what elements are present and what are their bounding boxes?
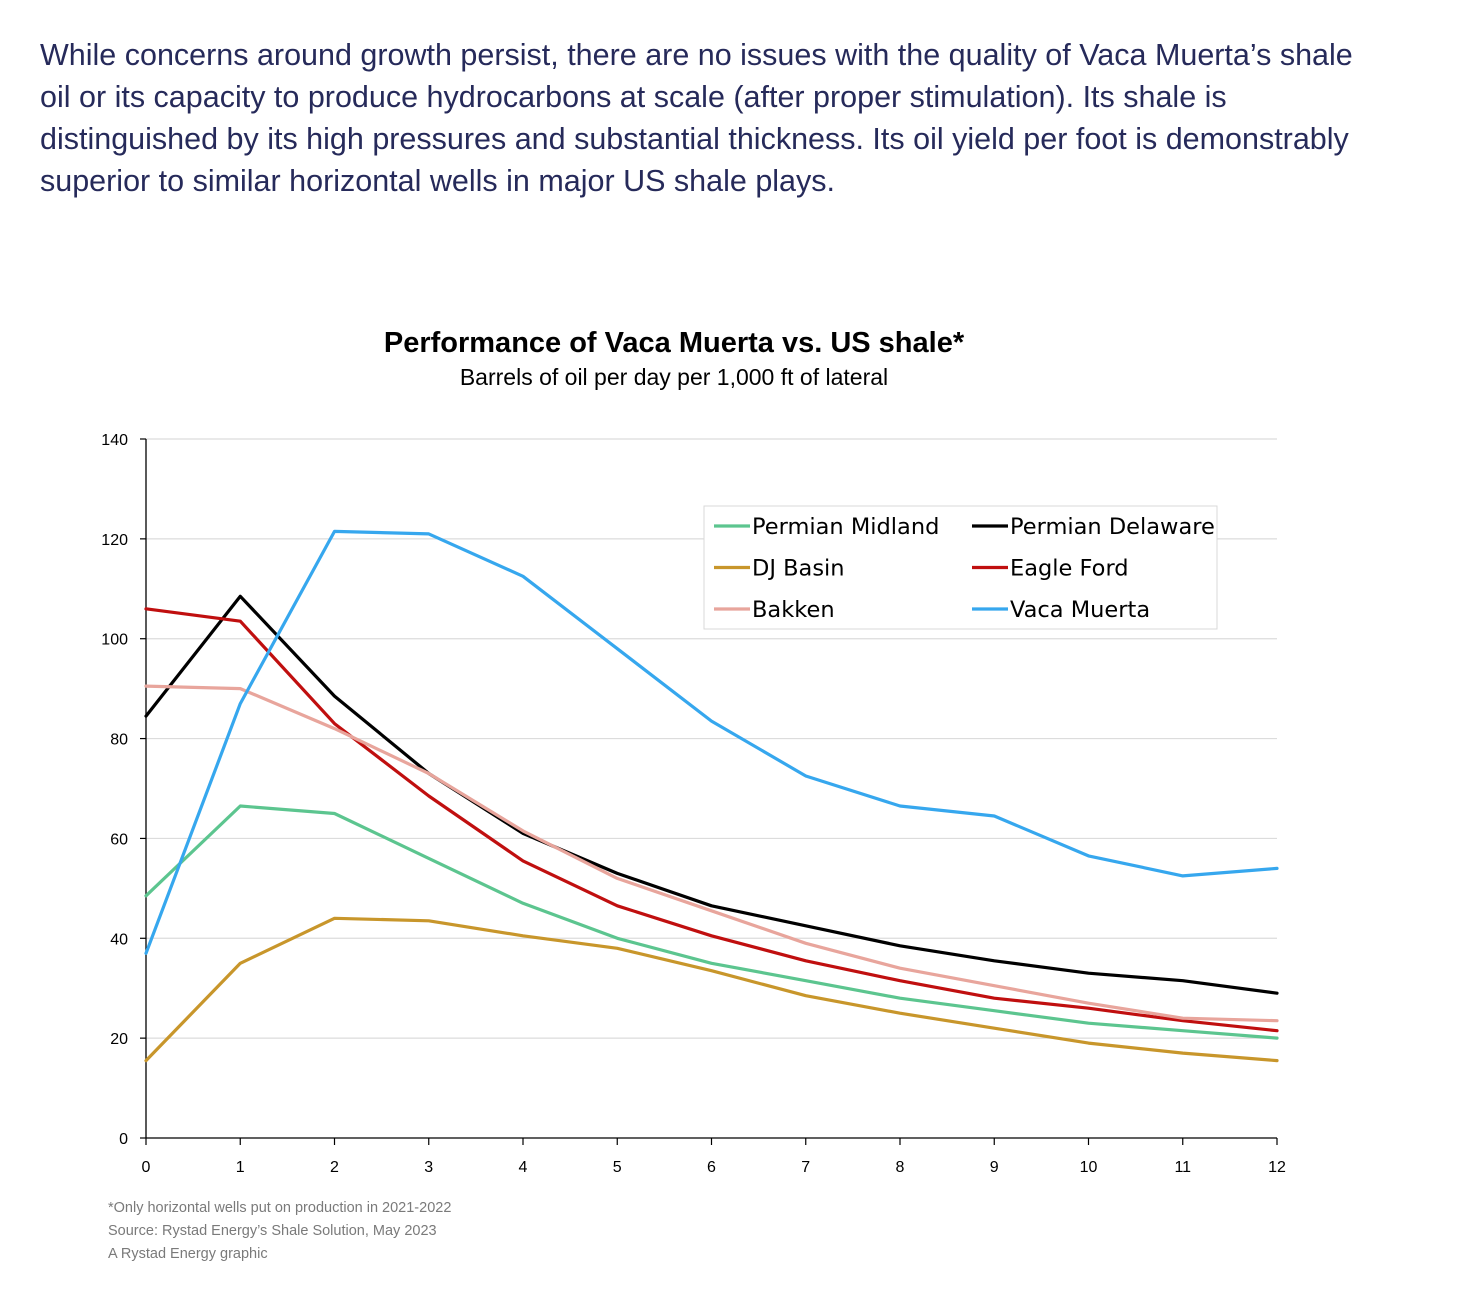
chart-footnote: A Rystad Energy graphic (108, 1246, 268, 1262)
series-line-eagle-ford (144, 607, 1279, 1033)
x-tick-label: 11 (1174, 1159, 1191, 1176)
y-tick-label: 80 (110, 732, 128, 749)
x-tick-label: 12 (1268, 1159, 1286, 1176)
y-tick-label: 120 (101, 532, 128, 549)
chart-title: Performance of Vaca Muerta vs. US shale* (384, 327, 965, 359)
legend-label: Permian Midland (752, 514, 939, 540)
legend-label: Bakken (752, 597, 835, 623)
chart-footnote: Source: Rystad Energy’s Shale Solution, … (108, 1223, 437, 1239)
x-tick-label: 10 (1080, 1159, 1098, 1176)
legend-label: Vaca Muerta (1010, 597, 1150, 623)
legend-label: Permian Delaware (1010, 514, 1215, 540)
chart-notes: *Only horizontal wells put on production… (108, 1200, 451, 1262)
legend-label: DJ Basin (752, 556, 845, 582)
y-tick-label: 40 (110, 931, 128, 948)
chart-legend: Permian Midland Permian Delaware DJ Basin E… (703, 505, 1218, 630)
y-tick-label: 100 (101, 632, 128, 649)
series-line-permian-delaware (144, 594, 1279, 995)
x-tick-label: 9 (990, 1159, 999, 1176)
series-line-bakken (144, 684, 1279, 1023)
y-tick-label: 140 (101, 432, 128, 449)
series-line-permian-midland (144, 804, 1279, 1040)
chart-subtitle: Barrels of oil per day per 1,000 ft of l… (460, 364, 888, 390)
x-tick-label: 6 (707, 1159, 716, 1176)
legend-box (703, 505, 1218, 630)
y-tick-label: 60 (110, 831, 128, 848)
chart-footnote: *Only horizontal wells put on production… (108, 1200, 451, 1216)
intro-paragraph: While concerns around growth persist, th… (40, 38, 1353, 198)
series-line-dj-basin (144, 916, 1279, 1063)
y-tick-label: 0 (119, 1131, 128, 1148)
x-tick-label: 7 (801, 1159, 810, 1176)
y-tick-label: 20 (110, 1031, 128, 1048)
x-tick-label: 1 (236, 1159, 245, 1176)
x-tick-label: 5 (613, 1159, 622, 1176)
chart-series (144, 529, 1279, 1063)
x-tick-label: 0 (142, 1159, 151, 1176)
x-tick-label: 4 (519, 1159, 528, 1176)
x-tick-label: 8 (896, 1159, 905, 1176)
x-tick-label: 2 (330, 1159, 339, 1176)
legend-label: Eagle Ford (1010, 556, 1129, 582)
x-tick-label: 3 (424, 1159, 433, 1176)
series-line-vaca-muerta (144, 529, 1279, 955)
